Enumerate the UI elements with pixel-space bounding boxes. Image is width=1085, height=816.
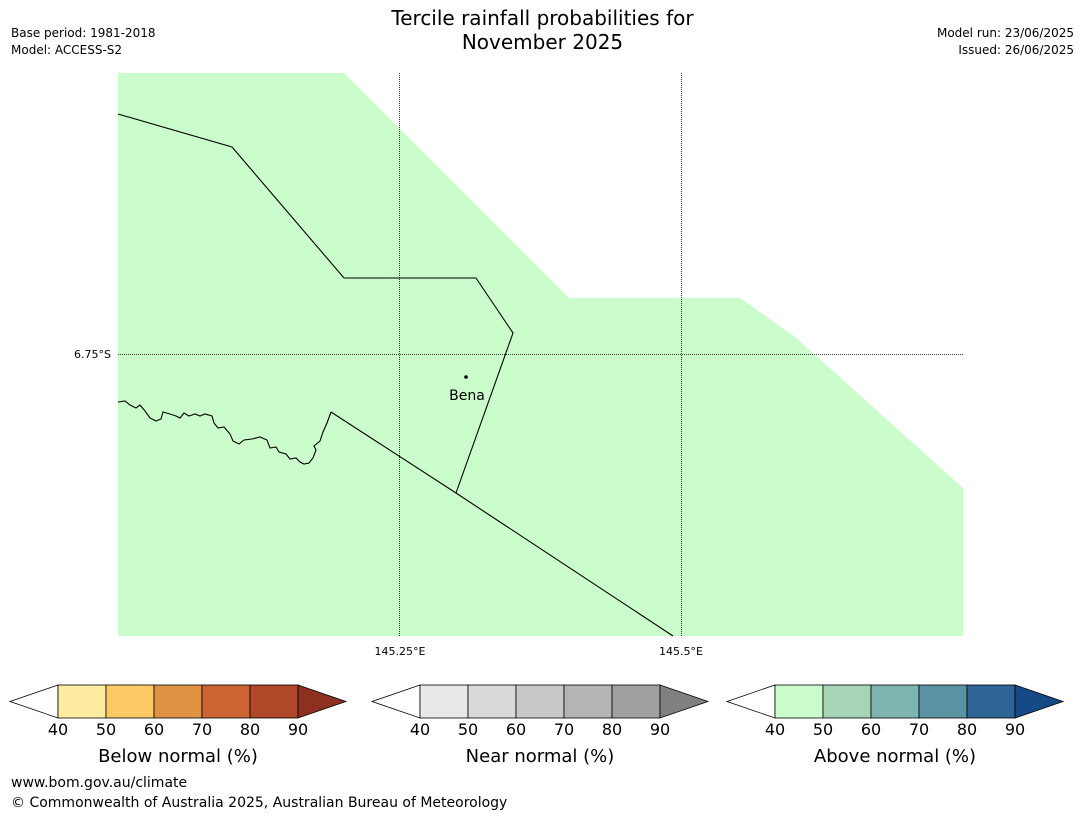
above-normal-segment [966,684,1016,719]
boundary-line-south [330,411,674,637]
above-normal-tick: 80 [957,720,977,739]
near-normal-tick: 60 [506,720,526,739]
above-normal-segment [822,684,872,719]
footer-url: www.bom.gov.au/climate [11,775,188,791]
above-normal-high-extend [1014,684,1065,719]
above-normal-low-extend [725,684,776,719]
below-normal-high-extend [297,684,348,719]
near-normal-segment [419,684,469,719]
below-normal-tick: 50 [96,720,116,739]
boundary-line-north [117,113,514,494]
above-normal-segment [774,684,824,719]
near-normal-segment [611,684,661,719]
bena-label: Bena [449,388,485,404]
lat-label: 6.75°S [74,348,111,361]
near-normal-title: Near normal (%) [466,746,615,767]
bena-marker [464,375,468,379]
below-normal-low-extend [8,684,59,719]
below-normal-segment [249,684,299,719]
title-line-1: Tercile rainfall probabilities for [391,6,694,30]
above-normal-segment [870,684,920,719]
above-normal-tick: 50 [813,720,833,739]
model-run: Model run: 23/06/2025 [936,26,1074,40]
below-normal-tick: 80 [240,720,260,739]
model-name: Model: ACCESS-S2 [11,43,123,57]
below-normal-tick: 40 [48,720,68,739]
below-normal-tick: 70 [192,720,212,739]
near-normal-tick: 80 [602,720,622,739]
near-normal-tick: 40 [410,720,430,739]
above-normal-colorbar: 40 50 60 70 80 90 Above normal (%) [725,684,1065,767]
below-normal-colorbar: 40 50 60 70 80 90 Below normal (%) [8,684,348,767]
below-normal-segment [201,684,251,719]
above-normal-segment [918,684,968,719]
above-normal-title: Above normal (%) [814,746,976,767]
below-normal-title: Below normal (%) [98,746,258,767]
footer-copyright: © Commonwealth of Australia 2025, Austra… [11,795,508,811]
below-normal-segment [57,684,107,719]
near-normal-segment [515,684,565,719]
near-normal-segment [467,684,517,719]
near-normal-low-extend [370,684,421,719]
above-normal-tick: 40 [765,720,785,739]
near-normal-tick: 50 [458,720,478,739]
near-normal-tick: 90 [650,720,670,739]
base-period: Base period: 1981-2018 [11,26,156,40]
page-title: Tercile rainfall probabilities for Novem… [0,6,1085,54]
below-normal-tick: 90 [288,720,308,739]
near-normal-high-extend [659,684,710,719]
above-normal-tick: 90 [1005,720,1025,739]
above-normal-tick: 60 [861,720,881,739]
colorbar-legends: 40 50 60 70 80 90 Below normal (%) 40 50 60 70 80 90… [8,684,1065,767]
below-normal-tick: 60 [144,720,164,739]
issued-date: Issued: 26/06/2025 [958,43,1074,57]
above-normal-tick: 70 [909,720,929,739]
near-normal-colorbar: 40 50 60 70 80 90 Near normal (%) [370,684,710,767]
title-line-2: November 2025 [461,30,624,54]
below-normal-segment [153,684,203,719]
lon-label-145-5: 145.5°E [659,645,703,658]
river-boundary [117,400,332,465]
lon-label-145-25: 145.25°E [375,645,426,658]
near-normal-segment [563,684,613,719]
below-normal-segment [105,684,155,719]
near-normal-tick: 70 [554,720,574,739]
map: Bena 6.75°S 145.25°E 145.5°E [74,73,963,658]
